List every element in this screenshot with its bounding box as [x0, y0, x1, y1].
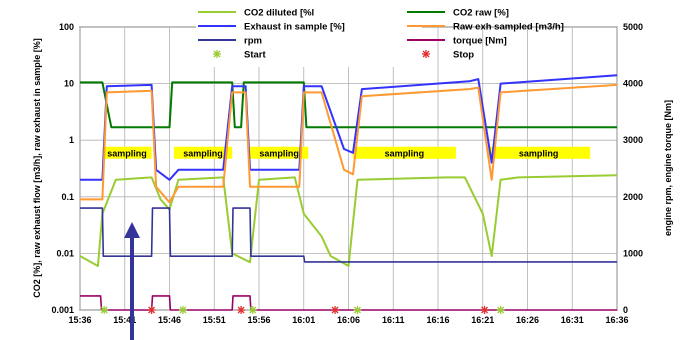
y-right-tick-label: 5000: [623, 22, 643, 32]
start-marker: [496, 306, 505, 314]
sampling-band: [352, 146, 456, 159]
right-axis-title: engine rpm, engine torque [Nm]: [663, 100, 673, 236]
sampling-label: sampling: [385, 148, 425, 158]
y-left-tick-label: 0.1: [61, 192, 74, 202]
sampling-band: [250, 146, 309, 159]
legend-swatch-start: [213, 50, 221, 58]
arrow-head: [124, 222, 140, 238]
series-lines: [79, 74, 618, 311]
tick-labels: 0.0010.010.11101000100020003000400050001…: [51, 22, 643, 325]
grid: [79, 26, 618, 311]
series-line-raw-exh-sampled-m3-h: [80, 83, 618, 204]
series-line-torque-nm: [80, 295, 617, 311]
sampling-bands: sampling sampling sampling sampling sampling: [102, 146, 591, 159]
sampling-label: sampling: [519, 148, 559, 158]
y-left-tick-label: 0.001: [51, 305, 74, 315]
legend-label-raw-exh-sampled-m3-h: Raw exh sampled [m3/h]: [453, 22, 564, 33]
sampling-band: [102, 146, 152, 159]
x-tick-label: 15:36: [68, 315, 91, 325]
sampling-label: sampling: [259, 148, 299, 158]
series-line-rpm: [80, 207, 617, 263]
y-right-tick-label: 4000: [623, 79, 643, 89]
sampling-label: sampling: [183, 148, 223, 158]
legend: CO2 diluted [%l CO2 raw [%] Exhaust in sam…: [196, 3, 564, 67]
start-marker: [248, 306, 257, 314]
x-tick-label: 16:26: [516, 315, 539, 325]
legend-label-co2-diluted-l: CO2 diluted [%l: [244, 8, 314, 19]
x-tick-label: 15:46: [158, 315, 181, 325]
x-tick-label: 16:11: [382, 315, 405, 325]
legend-label-stop: Stop: [453, 50, 474, 61]
start-marker: [178, 306, 187, 314]
x-tick-label: 16:01: [292, 315, 315, 325]
start-marker: [100, 306, 109, 314]
legend-label-exhaust-in-sample: Exhaust in sample [%]: [244, 22, 345, 33]
stop-marker: [237, 306, 246, 314]
start-stop-markers: [100, 306, 505, 314]
x-tick-label: 16:31: [561, 315, 584, 325]
y-right-tick-label: 3000: [623, 135, 643, 145]
x-tick-label: 16:06: [337, 315, 360, 325]
sampling-band: [487, 146, 591, 159]
sampling-label: sampling: [107, 148, 147, 158]
legend-box: [196, 3, 422, 67]
y-right-tick-label: 0: [623, 305, 628, 315]
legend-label-torque-nm: torque [Nm]: [453, 36, 507, 47]
legend-label-start: Start: [244, 50, 266, 61]
series-line-co2-raw: [80, 81, 617, 129]
x-tick-label: 16:21: [471, 315, 494, 325]
left-axis-title: CO2 [%], raw exhaust flow [m3/h], raw ex…: [32, 38, 42, 298]
y-right-tick-label: 2000: [623, 192, 643, 202]
stop-marker: [480, 306, 489, 314]
x-tick-label: 15:56: [247, 315, 270, 325]
y-left-tick-label: 0.01: [56, 248, 74, 258]
start-marker: [353, 306, 362, 314]
x-tick-label: 16:36: [605, 315, 628, 325]
x-tick-label: 16:16: [426, 315, 449, 325]
y-left-tick-label: 10: [64, 79, 74, 89]
y-left-tick-label: 1: [69, 135, 74, 145]
y-left-tick-label: 100: [59, 22, 74, 32]
stop-marker: [147, 306, 156, 314]
legend-swatch-stop: [422, 50, 430, 58]
y-right-tick-label: 1000: [623, 248, 643, 258]
legend-label-co2-raw: CO2 raw [%]: [453, 8, 509, 19]
x-tick-label: 15:41: [113, 315, 136, 325]
legend-label-rpm: rpm: [244, 36, 262, 47]
stop-marker: [331, 306, 340, 314]
arrow-annotation: [124, 222, 140, 340]
series-line-co2-diluted-l: [79, 174, 618, 267]
x-tick-label: 15:51: [203, 315, 226, 325]
sampling-band: [173, 146, 233, 159]
